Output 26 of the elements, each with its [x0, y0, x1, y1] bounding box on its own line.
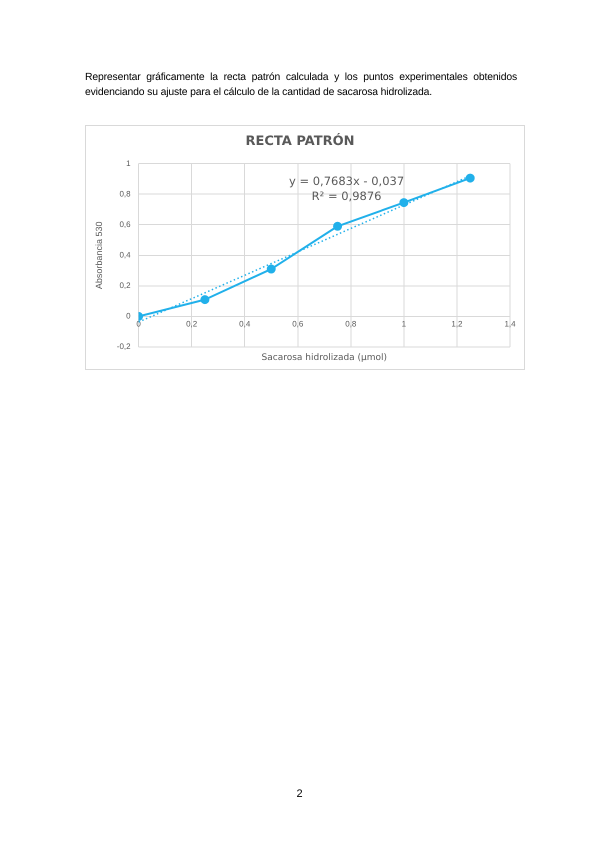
- chart-title: RECTA PATRÓN: [245, 132, 355, 150]
- x-tick-label: 0,8: [345, 319, 357, 328]
- point: [266, 264, 276, 274]
- x-tick-label: 0,6: [292, 319, 304, 328]
- text: 2: [295, 788, 304, 800]
- y-tick-label: 0: [126, 312, 132, 321]
- y-tick-label: 0,8: [119, 189, 132, 198]
- x-tick-label: 0,4: [239, 319, 251, 328]
- x-tick-label: 1: [402, 319, 407, 328]
- y-tick-label: 1: [126, 158, 132, 168]
- text: Representar gráficamente la recta patrón calculada y los puntos experimentales obtenidos evidenciando su ajuste para el cálculo de la cantidad de sacarosa hidrolizada.: [85, 71, 517, 100]
- y-tick-label: 0,2: [119, 281, 132, 290]
- x-axis-title: Sacarosa hidrolizada (µmol): [262, 352, 388, 363]
- y-tick-label: 0,4: [119, 250, 132, 260]
- y-axis-title: Absorbancia 530: [94, 222, 104, 290]
- point: [200, 295, 210, 304]
- x-tick-label: 1,2: [451, 319, 464, 328]
- annotation: R² = 0,9876: [312, 188, 382, 203]
- y-tick-label: 0,6: [119, 220, 132, 229]
- annotation: y = 0,7683x - 0,037: [288, 174, 404, 188]
- y-tick-label: -0,2: [116, 342, 132, 352]
- point: [466, 174, 475, 183]
- x-tick-label: 1,4: [504, 319, 516, 328]
- point: [399, 198, 408, 208]
- point: [333, 222, 342, 231]
- x-tick-label: 0,2: [186, 319, 198, 328]
